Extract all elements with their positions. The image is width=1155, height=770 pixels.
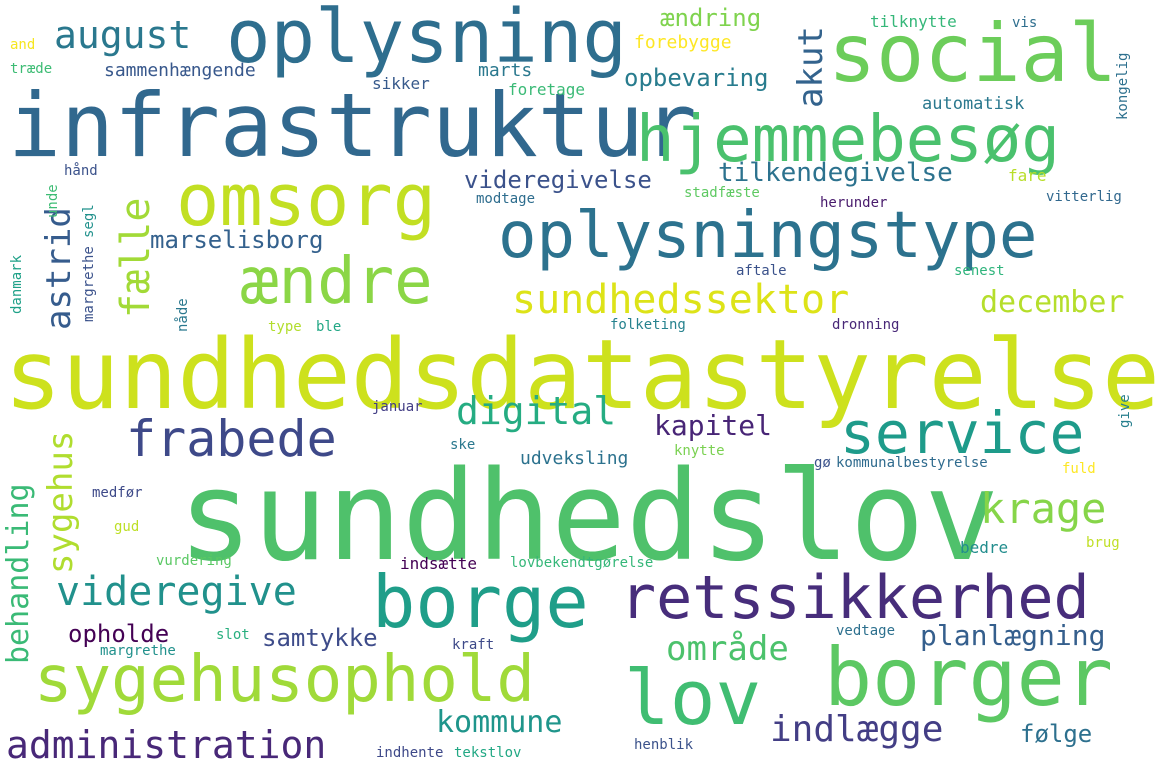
word-give: give bbox=[1117, 394, 1133, 428]
word-folketing: folketing bbox=[610, 317, 686, 333]
word-borge: borge bbox=[372, 560, 589, 644]
word-traede: træde bbox=[10, 61, 53, 77]
word-akut: akut bbox=[791, 26, 831, 108]
word-sikker: sikker bbox=[372, 74, 430, 93]
word-hjemmebesoeg: hjemmebesøg bbox=[636, 103, 1060, 177]
word-infrastruktur: infrastruktur bbox=[8, 74, 697, 177]
word-aftale: aftale bbox=[736, 263, 787, 279]
word-indhente: indhente bbox=[376, 745, 444, 761]
word-sundhedsdatastyrelse: sundhedsdatastyrelse bbox=[4, 319, 1155, 431]
word-videregivelse: videregivelse bbox=[464, 166, 652, 194]
word-dronning: dronning bbox=[832, 317, 900, 333]
word-august: august bbox=[54, 13, 192, 57]
word-slot: slot bbox=[216, 627, 250, 643]
word-retssikkerhed: retssikkerhed bbox=[620, 563, 1090, 633]
word-automatisk: automatisk bbox=[922, 94, 1025, 114]
word-brug: brug bbox=[1086, 535, 1120, 551]
word-frabede: frabede bbox=[126, 410, 337, 468]
word-margrethe: margrethe bbox=[100, 643, 176, 659]
word-tilknytte: tilknytte bbox=[870, 12, 957, 31]
word-planlaegning: planlægning bbox=[920, 619, 1106, 652]
word-lovbekendtgoerelse: lovbekendtgørelse bbox=[510, 555, 654, 571]
word-aendre: ændre bbox=[240, 245, 433, 319]
word-behandling: behandling bbox=[1, 483, 36, 664]
word-foretage: foretage bbox=[508, 80, 586, 99]
word-modtage: modtage bbox=[476, 191, 536, 207]
word-margrethe-vertical: margrethe bbox=[81, 246, 97, 322]
word-samtykke: samtykke bbox=[262, 624, 378, 652]
word-service: service bbox=[840, 399, 1085, 467]
word-sygehus: sygehus bbox=[41, 430, 81, 574]
word-udveksling: udveksling bbox=[520, 448, 629, 469]
word-bedre: bedre bbox=[960, 538, 1009, 557]
word-sygehusophold: sygehusophold bbox=[34, 643, 535, 717]
word-kapitel: kapitel bbox=[654, 409, 773, 442]
word-kongelig: kongelig bbox=[1115, 52, 1131, 120]
word-ble: ble bbox=[316, 319, 342, 335]
word-videregive: videregive bbox=[56, 569, 297, 615]
word-forebygge: forebygge bbox=[634, 32, 732, 53]
word-henblik: henblik bbox=[634, 737, 694, 753]
word-kommune: kommune bbox=[436, 705, 563, 740]
word-fare: fare bbox=[1008, 166, 1047, 185]
word-krage: krage bbox=[980, 484, 1107, 533]
word-indsaette: indsætte bbox=[400, 554, 478, 573]
word-borger: borger bbox=[824, 631, 1113, 724]
word-indlaegge: indlægge bbox=[770, 709, 944, 750]
word-december: december bbox=[980, 285, 1125, 320]
word-digital: digital bbox=[456, 389, 617, 433]
word-herunder: herunder bbox=[820, 195, 888, 211]
word-marselisborg: marselisborg bbox=[150, 226, 324, 254]
word-vedtage: vedtage bbox=[836, 623, 896, 639]
word-foelge: følge bbox=[1020, 720, 1093, 748]
word-oplysningstype: oplysningstype bbox=[498, 199, 1038, 273]
word-omraade: område bbox=[666, 629, 789, 669]
word-tilkendegivelse: tilkendegivelse bbox=[718, 158, 953, 188]
word-sammenhaengende: sammenhængende bbox=[104, 60, 256, 81]
word-sundhedssektor: sundhedssektor bbox=[512, 277, 850, 323]
word-ske: ske bbox=[450, 437, 476, 453]
word-gud: gud bbox=[114, 519, 140, 535]
word-omsorg: omsorg bbox=[176, 158, 437, 242]
word-unde: unde bbox=[45, 184, 61, 218]
word-oplysning: oplysning bbox=[226, 0, 627, 80]
word-opholde: opholde bbox=[68, 620, 170, 648]
word-fuld: fuld bbox=[1062, 461, 1096, 477]
word-haand: hånd bbox=[64, 163, 98, 179]
word-type: type bbox=[268, 319, 302, 335]
word-lov: lov bbox=[624, 653, 762, 742]
word-kommunalbestyrelse: kommunalbestyrelse bbox=[836, 455, 988, 471]
word-faelle: fælle bbox=[113, 197, 159, 318]
word-naade: nåde bbox=[175, 298, 191, 332]
word-segl: segl bbox=[81, 204, 97, 238]
word-kraft: kraft bbox=[452, 637, 495, 653]
word-administration: administration bbox=[6, 723, 327, 767]
word-danmark: danmark bbox=[9, 254, 25, 314]
word-astrid: astrid bbox=[39, 207, 79, 330]
word-knytte: knytte bbox=[674, 443, 725, 459]
word-aendring: ændring bbox=[660, 4, 762, 32]
word-social: social bbox=[828, 7, 1117, 100]
word-vitterlig: vitterlig bbox=[1046, 189, 1122, 205]
word-vurdering: vurdering bbox=[156, 553, 232, 569]
word-sundhedslov: sundhedslov bbox=[178, 445, 1000, 589]
word-goe: gø bbox=[814, 455, 831, 471]
word-stadfaeste: stadfæste bbox=[684, 185, 760, 201]
word-marts: marts bbox=[478, 60, 533, 81]
word-januar: januar bbox=[372, 399, 423, 415]
word-senest: senest bbox=[954, 263, 1005, 279]
word-tekstlov: tekstlov bbox=[454, 745, 522, 761]
word-opbevaring: opbevaring bbox=[624, 64, 769, 92]
word-and: and bbox=[10, 37, 36, 53]
word-medfoer: medfør bbox=[92, 485, 143, 501]
word-vis: vis bbox=[1012, 15, 1038, 31]
